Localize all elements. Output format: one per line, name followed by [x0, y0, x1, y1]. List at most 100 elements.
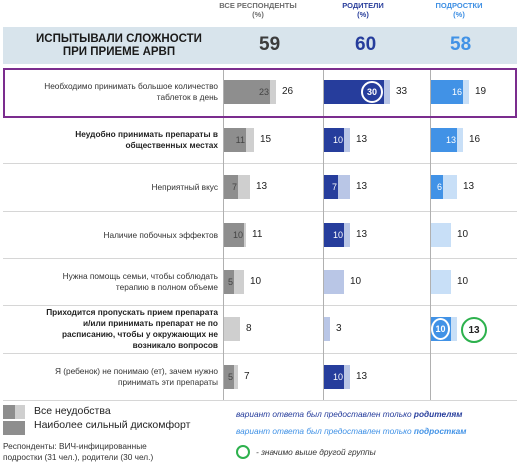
- col-header-parents-label: РОДИТЕЛИ: [342, 1, 384, 10]
- significance-circle-icon: 10: [431, 318, 450, 340]
- row-label-line: возникало вопросов: [132, 340, 218, 350]
- bar-total-value: 10: [457, 229, 469, 240]
- summary-title: ИСПЫТЫВАЛИ СЛОЖНОСТИ ПРИ ПРИЕМЕ АРВП: [14, 33, 224, 59]
- row-label-line: расписанию, чтобы у окружающих не: [61, 329, 218, 339]
- bar-strong: 13: [431, 128, 457, 152]
- bar-total-value-circled: 13: [461, 317, 487, 343]
- bar-strong-value: 11: [235, 135, 245, 145]
- bar-total: [224, 317, 240, 341]
- bar-strong: 11: [224, 128, 246, 152]
- bar-strong: 5: [224, 270, 234, 294]
- bar-total-value: 33: [396, 86, 408, 97]
- row-separator: [3, 400, 517, 401]
- row-separator: [3, 211, 517, 212]
- summary-title-line1: ИСПЫТЫВАЛИ СЛОЖНОСТИ: [36, 33, 202, 45]
- bar-strong: 10: [431, 317, 451, 341]
- legend-swatch-all-inner: [3, 405, 15, 419]
- bar-total-value: 26: [282, 86, 294, 97]
- row-label-line: Наличие побочных эффектов: [103, 229, 218, 240]
- bar-total: [324, 317, 330, 341]
- summary-title-line2: ПРИ ПРИЕМЕ АРВП: [62, 46, 176, 58]
- bar-total-value: 13: [356, 134, 368, 145]
- row-label-line: таблеток в день: [156, 92, 218, 102]
- col-header-teens: ПОДРОСТКИ (%): [424, 1, 494, 19]
- note-teens-bold: подросткам: [413, 426, 467, 436]
- col-header-all-unit: (%): [252, 10, 264, 19]
- footer-line1: Респонденты: ВИЧ-инфицированные: [3, 441, 147, 451]
- bar-total-value: 10: [457, 276, 469, 287]
- bar-total-value: 13: [256, 181, 268, 192]
- row-label-line: и/или принимать препарат не по: [83, 318, 218, 328]
- note-circle: - значимо выше другой группы: [256, 447, 376, 457]
- footer-respondents: Респонденты: ВИЧ-инфицированные подростк…: [3, 441, 153, 463]
- bar-strong: 5: [224, 365, 234, 389]
- bar-strong-value: 23: [258, 87, 269, 97]
- note-teens: вариант ответа был предоставлен только п…: [236, 426, 466, 436]
- row-label: Приходится пропускать прием препарата и/и…: [46, 307, 218, 351]
- total-parents: 60: [355, 34, 377, 55]
- total-all: 59: [259, 34, 281, 55]
- bar-strong-value: 7: [231, 182, 237, 192]
- bar-total-value: 8: [246, 323, 252, 334]
- bar-strong: 16: [431, 80, 463, 104]
- bar-total-value: 13: [356, 181, 368, 192]
- bar-total-value: 13: [356, 229, 368, 240]
- col-header-parents: РОДИТЕЛИ (%): [333, 1, 393, 19]
- note-parents: вариант ответа был предоставлен только р…: [236, 409, 462, 419]
- row-label-line: Неудобно принимать препараты в: [75, 129, 218, 139]
- bar-strong: 10: [324, 223, 344, 247]
- row-label: Необходимо принимать большое количество т…: [44, 81, 218, 103]
- group-axis: [223, 68, 224, 400]
- col-header-all: ВСЕ РЕСПОНДЕНТЫ (%): [218, 1, 298, 19]
- row-label-line: принимать эти препараты: [118, 377, 218, 387]
- legend-swatch-strong: [3, 421, 25, 435]
- bar-strong-value: 10: [332, 372, 343, 382]
- bar-strong: 6: [431, 175, 443, 199]
- bar-strong: 10: [224, 223, 244, 247]
- bar-strong-value: 10: [332, 135, 343, 145]
- summary-band: [3, 27, 517, 64]
- row-label-line: Я (ребенок) не понимаю (ет), зачем нужно: [54, 366, 218, 376]
- bar-strong: 23: [224, 80, 270, 104]
- bar-strong-value: 7: [331, 182, 337, 192]
- significance-circle-icon: [236, 445, 250, 459]
- chart-area: Необходимо принимать большое количество т…: [3, 68, 517, 401]
- bar-total-value: 10: [350, 276, 362, 287]
- row-label-line: общественных местах: [125, 140, 218, 150]
- row-separator: [3, 258, 517, 259]
- legend-strong-label: Наиболее сильный дискомфорт: [34, 419, 191, 431]
- bar-total: [431, 223, 451, 247]
- row-label-line: Нужна помощь семьи, чтобы соблюдать: [62, 271, 218, 281]
- bar-total-value: 15: [260, 134, 272, 145]
- bar-strong-value: 10: [332, 230, 343, 240]
- col-header-all-label: ВСЕ РЕСПОНДЕНТЫ: [219, 1, 297, 10]
- row-label: Неприятный вкус: [152, 182, 218, 193]
- note-parents-bold: родителям: [413, 409, 463, 419]
- bar-total-value: 10: [250, 276, 262, 287]
- bar-total: [324, 270, 344, 294]
- row-separator: [3, 305, 517, 306]
- bar-strong-value: 5: [227, 277, 233, 287]
- bar-strong: 7: [224, 175, 238, 199]
- bar-strong: 30: [324, 80, 384, 104]
- row-label-line: Необходимо принимать большое количество: [44, 81, 218, 91]
- group-axis: [323, 68, 324, 400]
- note-parents-text: вариант ответа был предоставлен только: [236, 409, 414, 419]
- footer-line2: подростки (31 чел.), родители (30 чел.): [3, 452, 154, 462]
- significance-circle-icon: 30: [361, 81, 383, 103]
- row-label-line: Неприятный вкус: [151, 181, 218, 192]
- bar-total-value: 7: [244, 371, 250, 382]
- bar-strong-value: 10: [232, 230, 243, 240]
- bar-total: [431, 270, 451, 294]
- highlight-frame: [3, 68, 517, 118]
- bar-strong-value: 13: [445, 135, 456, 145]
- legend-all-label: Все неудобства: [34, 405, 111, 417]
- group-axis: [430, 68, 431, 400]
- row-label: Я (ребенок) не понимаю (ет), зачем нужно…: [55, 366, 218, 388]
- bar-strong-value: 6: [436, 182, 442, 192]
- col-header-parents-unit: (%): [357, 10, 369, 19]
- bar-total-value: 3: [336, 323, 342, 334]
- bar-total-value: 13: [356, 371, 368, 382]
- bar-strong-value: 5: [227, 372, 233, 382]
- bar-strong-value: 16: [451, 87, 462, 97]
